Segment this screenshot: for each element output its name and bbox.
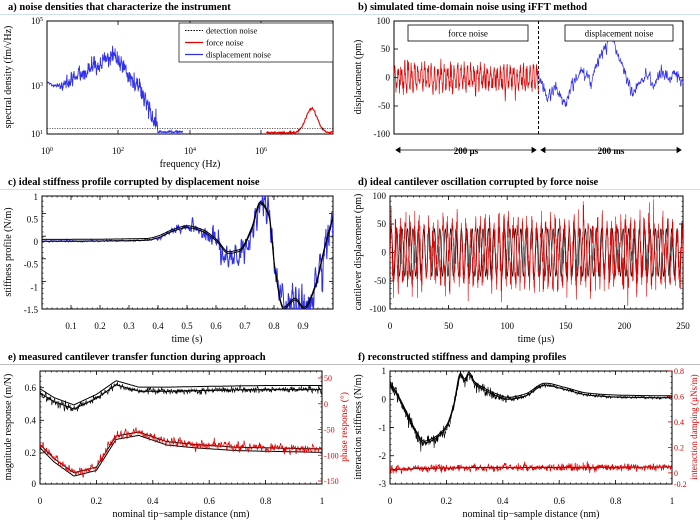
- svg-text:200: 200: [618, 321, 632, 331]
- svg-text:100: 100: [41, 146, 53, 156]
- svg-text:50: 50: [444, 321, 454, 331]
- svg-text:0.6: 0.6: [25, 383, 37, 393]
- svg-text:interaction stiffness (N/m): interaction stiffness (N/m): [353, 374, 364, 479]
- svg-text:0.2: 0.2: [91, 496, 102, 506]
- svg-text:-50: -50: [378, 101, 390, 111]
- svg-text:0: 0: [38, 496, 43, 506]
- svg-text:50: 50: [324, 374, 332, 383]
- svg-text:106: 106: [255, 146, 267, 156]
- svg-text:0.2: 0.2: [674, 444, 684, 453]
- svg-text:time (s): time (s): [172, 334, 203, 345]
- svg-text:100: 100: [500, 321, 514, 331]
- svg-text:102: 102: [112, 146, 124, 156]
- svg-text:105: 105: [31, 16, 43, 26]
- svg-text:0.2: 0.2: [441, 496, 452, 506]
- svg-text:-2: -2: [379, 451, 387, 461]
- svg-text:104: 104: [184, 146, 196, 156]
- svg-text:displacement (pm): displacement (pm): [353, 40, 364, 115]
- svg-text:0: 0: [32, 479, 37, 489]
- svg-text:0.4: 0.4: [674, 418, 684, 427]
- svg-text:0: 0: [386, 73, 391, 83]
- svg-text:0: 0: [34, 237, 39, 247]
- svg-text:1: 1: [320, 496, 325, 506]
- svg-text:detection noise: detection noise: [206, 26, 257, 36]
- svg-text:nominal tip−sample distance (n: nominal tip−sample distance (nm): [463, 509, 600, 520]
- svg-text:-1: -1: [31, 282, 39, 292]
- svg-text:force noise: force noise: [448, 29, 488, 39]
- svg-text:spectral density (fm/√Hz): spectral density (fm/√Hz): [3, 26, 14, 129]
- svg-text:1: 1: [34, 192, 39, 202]
- svg-text:frequency (Hz): frequency (Hz): [160, 159, 221, 170]
- svg-text:stiffness profile (N/m): stiffness profile (N/m): [3, 207, 14, 296]
- svg-text:0.4: 0.4: [147, 496, 159, 506]
- svg-text:0.4: 0.4: [152, 321, 164, 331]
- svg-text:0.5: 0.5: [27, 215, 39, 225]
- svg-text:100: 100: [373, 191, 387, 201]
- svg-text:displacement noise: displacement noise: [585, 29, 654, 39]
- svg-text:0.6: 0.6: [210, 321, 222, 331]
- svg-text:interaction damping (µNs/m): interaction damping (µNs/m): [689, 374, 699, 479]
- svg-text:-50: -50: [324, 426, 335, 435]
- svg-text:250: 250: [676, 321, 690, 331]
- svg-text:-150: -150: [324, 477, 339, 486]
- svg-text:displacement noise: displacement noise: [206, 50, 271, 60]
- svg-text:0.4: 0.4: [497, 496, 509, 506]
- svg-text:0.3: 0.3: [123, 321, 135, 331]
- svg-text:0.8: 0.8: [260, 496, 272, 506]
- svg-text:0.5: 0.5: [181, 321, 193, 331]
- svg-text:-3: -3: [379, 479, 387, 489]
- svg-text:1: 1: [382, 366, 387, 376]
- svg-text:magnitude response (m/N): magnitude response (m/N): [3, 374, 14, 481]
- svg-text:-0.2: -0.2: [674, 480, 687, 489]
- svg-text:0.6: 0.6: [204, 496, 216, 506]
- svg-text:0: 0: [382, 248, 387, 258]
- svg-text:0.8: 0.8: [674, 367, 684, 376]
- svg-text:0: 0: [388, 321, 393, 331]
- svg-text:0.2: 0.2: [25, 448, 36, 458]
- svg-text:0: 0: [382, 395, 387, 405]
- svg-text:0: 0: [388, 496, 393, 506]
- svg-text:100: 100: [377, 16, 391, 26]
- svg-text:phase response (°): phase response (°): [339, 392, 350, 462]
- svg-text:-50: -50: [374, 276, 386, 286]
- svg-text:200 ms: 200 ms: [598, 146, 625, 156]
- svg-text:-0.5: -0.5: [24, 260, 39, 270]
- svg-text:0.2: 0.2: [94, 321, 105, 331]
- svg-text:nominal tip−sample distance (n: nominal tip−sample distance (nm): [113, 509, 250, 520]
- svg-text:0.6: 0.6: [554, 496, 566, 506]
- svg-text:200 µs: 200 µs: [454, 146, 479, 156]
- svg-text:50: 50: [377, 219, 387, 229]
- svg-text:time (µs): time (µs): [518, 334, 555, 345]
- svg-text:0.1: 0.1: [65, 321, 76, 331]
- svg-text:-100: -100: [370, 304, 387, 314]
- svg-text:150: 150: [559, 321, 573, 331]
- svg-text:force noise: force noise: [206, 38, 244, 48]
- svg-text:-1: -1: [379, 423, 387, 433]
- svg-text:103: 103: [31, 81, 43, 91]
- svg-text:0.7: 0.7: [239, 321, 251, 331]
- svg-text:1: 1: [670, 496, 675, 506]
- svg-text:101: 101: [31, 129, 43, 139]
- svg-text:-1.5: -1.5: [24, 305, 39, 315]
- svg-text:0: 0: [324, 400, 328, 409]
- svg-text:-100: -100: [374, 129, 391, 139]
- svg-text:cantilever displacement (pm): cantilever displacement (pm): [353, 194, 364, 311]
- svg-text:0.4: 0.4: [25, 416, 37, 426]
- svg-text:0.6: 0.6: [674, 393, 684, 402]
- svg-text:0.8: 0.8: [610, 496, 622, 506]
- svg-text:50: 50: [381, 44, 391, 54]
- svg-text:0.9: 0.9: [297, 321, 309, 331]
- svg-text:0: 0: [674, 469, 678, 478]
- svg-text:0.8: 0.8: [268, 321, 280, 331]
- svg-text:-100: -100: [324, 451, 339, 460]
